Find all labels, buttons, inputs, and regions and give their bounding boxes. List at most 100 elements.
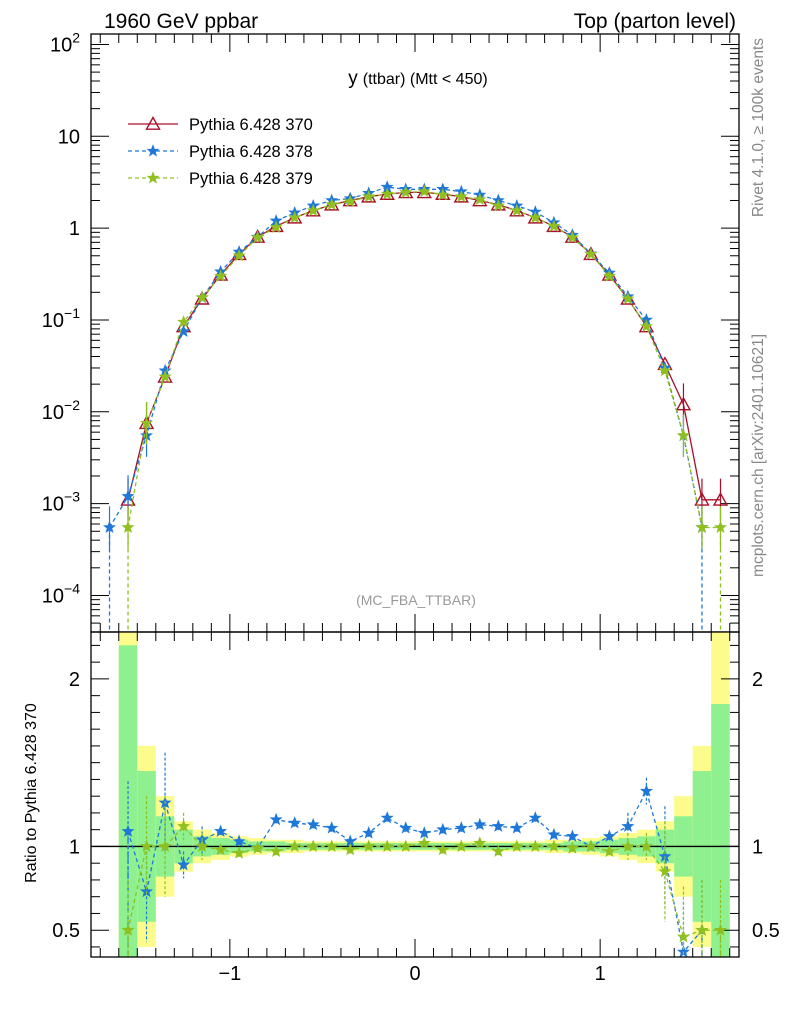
main-plot-panel: 102 10 1 10−1 10−2 10−3 10−4 y (ttbar) (Mtt < 4…: [42, 29, 740, 633]
ratio-data-point: [399, 821, 413, 834]
legend: Pythia 6.428 370 Pythia 6.428 378 Pythia 6…: [128, 116, 313, 188]
data-point: [177, 315, 191, 328]
ratio-data-point: [473, 817, 487, 831]
ratio-data-point: [288, 816, 302, 829]
ratio-data-point: [325, 839, 339, 852]
data-point: [195, 290, 209, 304]
legend-marker: [146, 171, 160, 184]
ratio-data-point: [565, 829, 579, 842]
ratio-data-point: [454, 839, 468, 852]
y-tick-label: 10−4: [42, 580, 80, 607]
data-point: [158, 370, 172, 383]
ratio-data-point: [639, 784, 653, 797]
ratio-data-point: [177, 858, 191, 871]
y-tick-label: 10−1: [42, 305, 80, 332]
ratio-data-point: [177, 819, 191, 832]
plot-title-sub: (ttbar) (Mtt < 450): [363, 71, 488, 88]
ratio-data-point: [214, 842, 228, 856]
data-point: [713, 520, 728, 533]
ratio-y-tick-label-right: 1: [752, 836, 763, 858]
ratio-y-tick-label-right: 0.5: [752, 920, 780, 942]
data-point: [658, 363, 672, 377]
data-point: [121, 489, 135, 502]
ratio-data-point: [139, 839, 154, 852]
data-point: [362, 189, 376, 203]
ratio-data-point: [380, 811, 394, 824]
main-plot-ticks: [91, 34, 739, 633]
ratio-data-point: [417, 836, 431, 849]
y-tick-label: 1: [69, 218, 80, 240]
data-point: [380, 187, 394, 200]
data-point: [491, 198, 505, 212]
data-point: [694, 491, 710, 506]
y-tick-label: 10: [58, 126, 80, 148]
ratio-data-point: [602, 844, 616, 857]
ratio-data-point: [158, 839, 172, 852]
data-point: [214, 269, 228, 282]
data-point: [675, 396, 692, 411]
data-point: [565, 230, 579, 244]
data-point: [269, 220, 283, 233]
ratio-data-point: [510, 839, 524, 852]
ratio-y-tick-label-right: 2: [752, 669, 763, 691]
data-point: [399, 185, 413, 198]
ratio-data-point: [325, 821, 339, 834]
ratio-data-point: [417, 826, 431, 839]
process-label: Top (parton level): [574, 10, 736, 33]
ratio-data-point: [436, 842, 450, 856]
main-plot-series: [102, 180, 729, 632]
ratio-data-point: [251, 841, 265, 854]
data-point: [621, 291, 635, 305]
legend-label: Pythia 6.428 370: [189, 116, 313, 134]
ratio-data-point: [510, 821, 524, 834]
ratio-data-point: [232, 846, 246, 859]
ratio-data-point: [713, 923, 728, 936]
ratio-data-point: [528, 839, 542, 852]
ratio-data-point: [306, 817, 320, 831]
data-point: [712, 491, 729, 506]
main-plot-y-tick-labels: 102 10 1 10−1 10−2 10−3 10−4: [42, 29, 80, 607]
y-tick-label: 102: [50, 29, 80, 56]
ratio-plot-panel: 0.5 0.5 1 1 2 2 −1 0 1 Ratio to Pythia 6.428 370: [23, 631, 780, 985]
ratio-data-point: [454, 821, 468, 834]
y-tick-label: 10−3: [42, 489, 80, 516]
data-point: [232, 248, 246, 262]
data-point: [177, 324, 191, 337]
energy-label: 1960 GeV ppbar: [104, 10, 258, 33]
data-point: [602, 269, 616, 282]
ratio-data-point: [676, 930, 691, 943]
x-tick-label: 1: [595, 963, 606, 985]
plot-title-main: y: [348, 68, 358, 89]
data-point: [436, 188, 450, 201]
ratio-data-point: [139, 884, 154, 898]
data-point: [528, 210, 542, 224]
ratio-data-point: [288, 839, 302, 852]
data-point: [121, 520, 135, 533]
ratio-data-point: [565, 841, 579, 854]
ratio-data-point: [306, 839, 320, 852]
ratio-y-tick-label: 0.5: [52, 920, 80, 942]
ratio-data-point: [362, 839, 376, 852]
legend-label: Pythia 6.428 379: [189, 170, 313, 188]
ratio-plot-ticks: [91, 632, 739, 957]
ratio-data-point: [491, 844, 505, 857]
x-tick-label: −1: [218, 963, 241, 985]
ratio-y-tick-label: 1: [69, 836, 80, 858]
data-point: [454, 189, 468, 203]
series-line-0: [127, 191, 721, 501]
ratio-data-point: [602, 829, 616, 842]
ratio-data-point: [528, 811, 542, 824]
plot-title: y (ttbar) (Mtt < 450): [348, 68, 487, 89]
data-point: [510, 203, 524, 217]
legend-marker: [145, 116, 161, 130]
data-point: [306, 203, 320, 217]
mcplots-label: mcplots.cern.ch [arXiv:2401.10621]: [750, 334, 767, 577]
series-line-1: [108, 186, 703, 528]
data-point: [325, 197, 339, 211]
ratio-data-point: [547, 827, 561, 841]
ratio-data-point: [491, 819, 505, 832]
ratio-plot-tick-labels: 0.5 0.5 1 1 2 2 −1 0 1: [52, 669, 780, 985]
ratio-data-point: [584, 839, 598, 852]
data-point: [343, 194, 357, 207]
data-point: [194, 290, 210, 305]
